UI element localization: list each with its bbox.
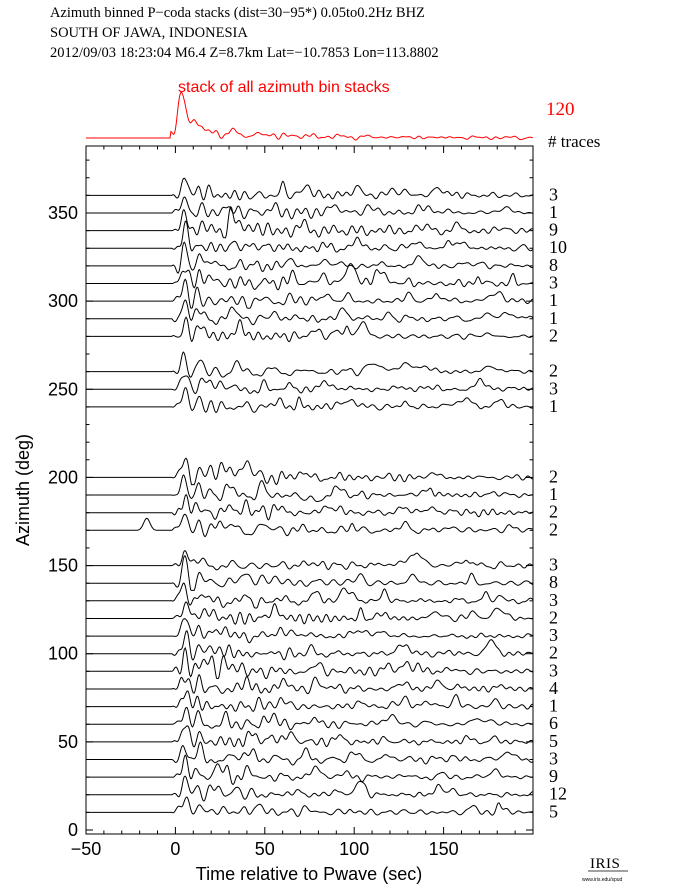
trace-az-280 (86, 316, 534, 343)
trace-az-80 (86, 674, 534, 695)
y-tick-label: 100 (48, 644, 78, 664)
plot-frame (85, 145, 534, 835)
trace-count-az-20: 12 (549, 784, 567, 804)
trace-az-140 (86, 555, 534, 591)
trace-az-40 (86, 741, 534, 766)
summary-label: stack of all azimuth bin stacks (178, 79, 390, 96)
trace-az-50 (86, 725, 534, 748)
trace-az-110 (86, 618, 534, 644)
trace-count-az-120: 2 (549, 607, 558, 627)
y-tick-label: 350 (48, 203, 78, 223)
trace-az-200 (86, 457, 534, 486)
trace-count-az-150: 3 (549, 555, 558, 575)
trace-count-az-90: 3 (549, 660, 558, 680)
x-axis: −50 0 50 100 150 (71, 146, 534, 859)
trace-az-30 (86, 754, 534, 785)
trace-az-180 (86, 493, 534, 521)
y-tick-label: 50 (58, 732, 78, 752)
x-tick-label: 50 (255, 839, 275, 859)
x-axis-label: Time relative to Pwave (sec) (196, 864, 422, 884)
x-tick-label: 100 (339, 839, 369, 859)
trace-count-az-80: 4 (549, 678, 558, 698)
trace-az-100 (86, 630, 534, 661)
trace-az-190 (86, 474, 533, 502)
trace-count-az-70: 1 (549, 696, 558, 716)
trace-count-az-100: 2 (549, 643, 558, 663)
trace-az-90 (86, 646, 534, 679)
trace-count-az-240: 1 (549, 396, 558, 416)
header-line-1: Azimuth binned P−coda stacks (dist=30−95… (50, 5, 425, 21)
trace-count-az-300: 1 (549, 290, 558, 310)
trace-count-az-190: 1 (549, 484, 558, 504)
trace-az-130 (86, 582, 534, 609)
trace-count-az-50: 5 (549, 731, 558, 751)
trace-az-300 (86, 278, 534, 309)
trace-count-header: # traces (548, 132, 600, 151)
trace-count-az-260: 2 (549, 361, 558, 381)
header-line-2: SOUTH OF JAWA, INDONESIA (50, 25, 248, 41)
trace-count-az-30: 9 (549, 766, 558, 786)
y-axis-label: Azimuth (deg) (13, 434, 33, 546)
trace-count-az-10: 5 (549, 801, 558, 821)
trace-count-az-290: 1 (549, 308, 558, 328)
trace-count-az-180: 2 (549, 502, 558, 522)
trace-count-az-250: 3 (549, 378, 558, 398)
trace-az-150 (86, 550, 534, 571)
trace-count-az-130: 3 (549, 590, 558, 610)
trace-az-350 (86, 196, 534, 220)
trace-az-360 (86, 177, 534, 201)
summary-stack-trace (86, 92, 534, 141)
trace-az-260 (86, 351, 534, 378)
iris-logo: IRIS (590, 856, 620, 872)
trace-count-az-330: 10 (549, 237, 567, 257)
trace-count-az-40: 3 (549, 748, 558, 768)
trace-az-20 (86, 775, 534, 802)
trace-stack (86, 177, 534, 818)
trace-count-az-360: 3 (549, 184, 558, 204)
trace-az-310 (86, 262, 533, 291)
trace-count-az-320: 8 (549, 255, 558, 275)
trace-az-320 (86, 241, 534, 274)
trace-az-290 (86, 299, 534, 326)
y-tick-label: 200 (48, 467, 78, 487)
y-axis: 0 50 100 150 200 250 300 350 (48, 159, 533, 840)
trace-az-70 (86, 690, 534, 713)
y-tick-label: 250 (48, 379, 78, 399)
trace-az-170 (86, 513, 534, 538)
trace-az-120 (86, 601, 534, 625)
trace-count-az-310: 3 (549, 273, 558, 293)
trace-count-az-170: 2 (549, 519, 558, 539)
x-tick-label: 0 (170, 839, 180, 859)
trace-az-340 (86, 205, 534, 239)
trace-count-az-140: 8 (549, 572, 558, 592)
trace-count-az-200: 2 (549, 466, 558, 486)
trace-az-240 (86, 387, 534, 413)
x-tick-label: 150 (429, 839, 459, 859)
trace-az-60 (86, 707, 534, 731)
header-line-3: 2012/09/03 18:23:04 M6.4 Z=8.7km Lat=−10… (50, 45, 439, 61)
trace-count-az-340: 9 (549, 220, 558, 240)
summary-trace-count: 120 (546, 99, 575, 120)
trace-az-250 (86, 375, 534, 395)
trace-count-az-350: 1 (549, 202, 558, 222)
y-tick-label: 300 (48, 291, 78, 311)
trace-az-10 (86, 796, 534, 818)
y-tick-label: 150 (48, 556, 78, 576)
trace-count-az-110: 3 (549, 625, 558, 645)
x-tick-label: −50 (71, 839, 102, 859)
trace-count-az-280: 2 (549, 325, 558, 345)
trace-count-az-60: 6 (549, 713, 558, 733)
trace-az-330 (86, 220, 534, 253)
iris-logo-url: www.iris.edu/spud (582, 877, 623, 883)
y-tick-label: 0 (68, 820, 78, 840)
